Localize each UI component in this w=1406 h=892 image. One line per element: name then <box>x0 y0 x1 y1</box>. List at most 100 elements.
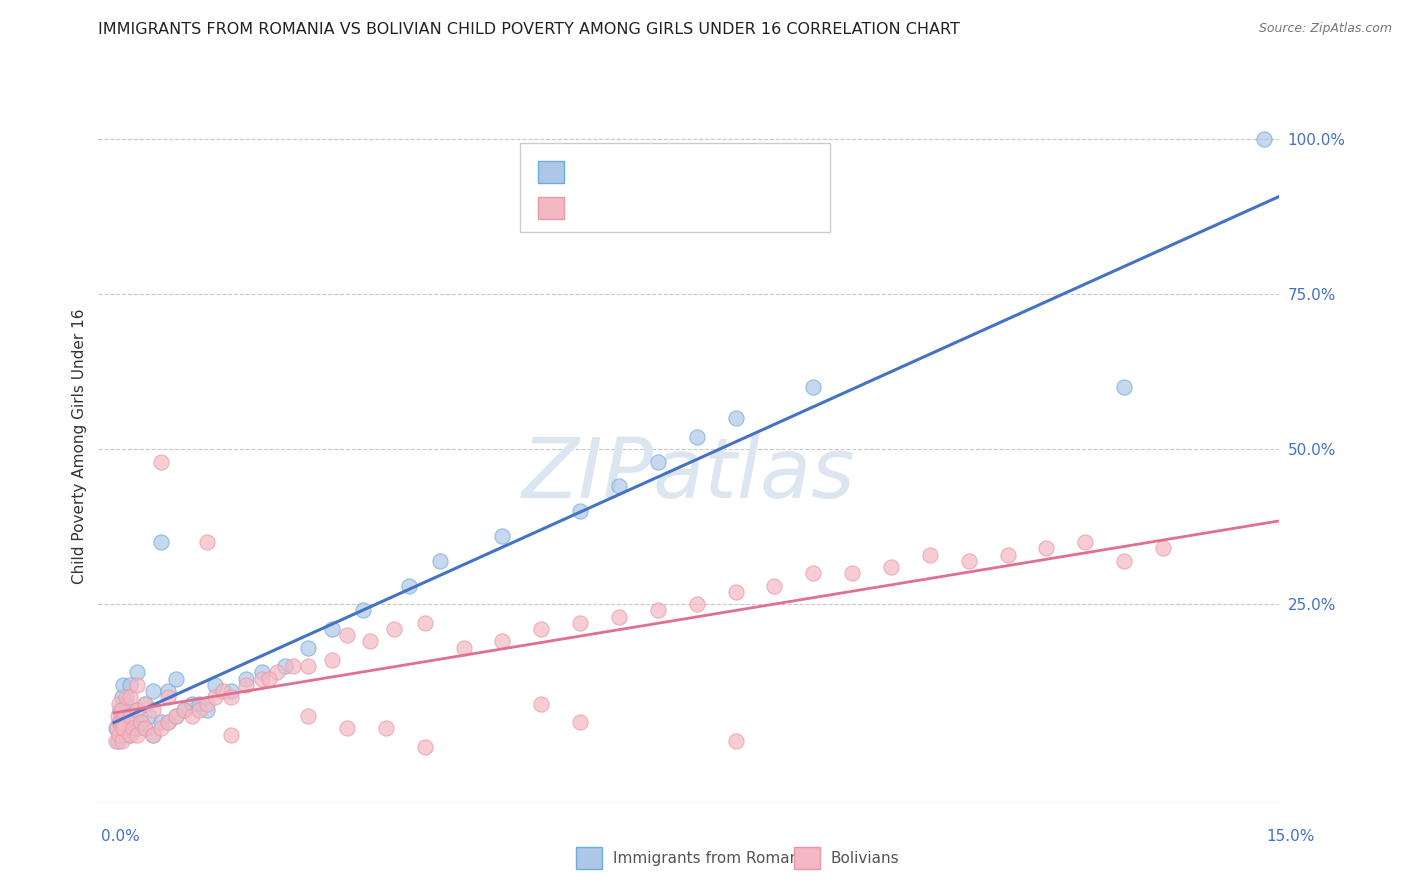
Point <box>111 715 134 730</box>
Text: IMMIGRANTS FROM ROMANIA VS BOLIVIAN CHILD POVERTY AMONG GIRLS UNDER 16 CORRELATI: IMMIGRANTS FROM ROMANIA VS BOLIVIAN CHIL… <box>98 22 960 37</box>
Point <box>134 697 156 711</box>
Point <box>647 603 669 617</box>
Point <box>219 684 242 698</box>
Point <box>104 733 127 747</box>
Point <box>114 722 136 736</box>
Point <box>195 535 218 549</box>
Point <box>142 727 165 741</box>
Point <box>453 640 475 655</box>
Point <box>173 703 195 717</box>
Point <box>359 634 381 648</box>
Point <box>111 733 134 747</box>
Point <box>250 665 273 680</box>
Text: Bolivians: Bolivians <box>831 851 900 865</box>
Point <box>188 697 211 711</box>
Point <box>491 529 513 543</box>
Point <box>188 703 211 717</box>
Point <box>250 672 273 686</box>
Point <box>607 479 630 493</box>
Point <box>321 653 343 667</box>
Point <box>149 722 172 736</box>
Text: 15.0%: 15.0% <box>1267 830 1315 844</box>
Point <box>180 709 202 723</box>
Point <box>204 678 226 692</box>
Text: Immigrants from Romania: Immigrants from Romania <box>613 851 813 865</box>
Point <box>429 554 451 568</box>
Point <box>129 715 152 730</box>
Point <box>112 678 135 692</box>
Point <box>107 697 129 711</box>
Point <box>957 554 980 568</box>
Point <box>398 579 420 593</box>
Point <box>195 697 218 711</box>
Point <box>149 715 172 730</box>
Point <box>274 659 297 673</box>
Point <box>127 703 149 717</box>
Point <box>204 690 226 705</box>
Point <box>382 622 405 636</box>
Point <box>724 733 747 747</box>
Point <box>801 380 824 394</box>
Point <box>1152 541 1174 556</box>
Point <box>686 597 709 611</box>
Point <box>530 622 553 636</box>
Point <box>142 684 165 698</box>
Point <box>108 715 131 730</box>
Text: Source: ZipAtlas.com: Source: ZipAtlas.com <box>1258 22 1392 36</box>
Point <box>108 715 131 730</box>
Point <box>1074 535 1097 549</box>
Point <box>211 684 233 698</box>
Point <box>127 678 149 692</box>
Point <box>118 709 141 723</box>
Point <box>127 703 149 717</box>
Point <box>235 672 257 686</box>
Point <box>569 715 592 730</box>
Point <box>841 566 863 581</box>
Text: 0.0%: 0.0% <box>101 830 141 844</box>
Point <box>114 697 136 711</box>
Point <box>111 727 134 741</box>
Point <box>195 703 218 717</box>
Point <box>413 739 436 754</box>
Point <box>107 733 129 747</box>
Point <box>157 684 180 698</box>
Point <box>530 697 553 711</box>
Y-axis label: Child Poverty Among Girls Under 16: Child Poverty Among Girls Under 16 <box>72 309 87 583</box>
Point <box>165 709 187 723</box>
Point <box>281 659 304 673</box>
Point <box>336 722 359 736</box>
Point <box>122 722 145 736</box>
Point <box>801 566 824 581</box>
Point <box>118 709 141 723</box>
Point <box>134 722 156 736</box>
Point <box>149 535 172 549</box>
Text: R = 0.143   N = 74: R = 0.143 N = 74 <box>575 201 731 216</box>
Point <box>374 722 396 736</box>
Point <box>111 690 134 705</box>
Point <box>569 615 592 630</box>
Point <box>105 722 128 736</box>
Point <box>134 697 156 711</box>
Point <box>1112 554 1135 568</box>
Point <box>297 640 319 655</box>
Point <box>114 690 136 705</box>
Point <box>118 727 141 741</box>
Point <box>157 690 180 705</box>
Point <box>180 697 202 711</box>
Point <box>259 672 281 686</box>
Point <box>122 715 145 730</box>
Point <box>108 727 131 741</box>
Point <box>918 548 941 562</box>
Point <box>129 715 152 730</box>
Point <box>321 622 343 636</box>
Point <box>157 715 180 730</box>
Point <box>118 727 141 741</box>
Point <box>111 709 134 723</box>
Point <box>491 634 513 648</box>
Point <box>105 722 128 736</box>
Point <box>880 560 903 574</box>
Point <box>724 411 747 425</box>
Point <box>142 727 165 741</box>
Point <box>108 703 131 717</box>
Point <box>297 709 319 723</box>
